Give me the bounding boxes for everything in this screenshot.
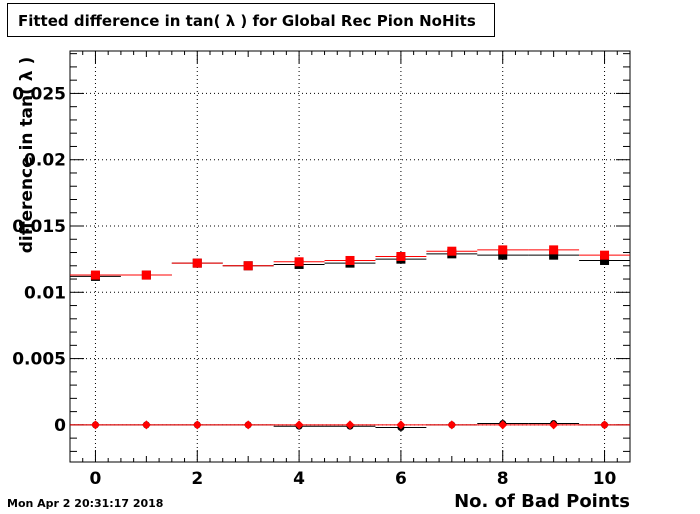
axis-ticks (69, 51, 631, 462)
data-point (396, 420, 406, 430)
chart-title-box: Fitted difference in tan( λ ) for Global… (7, 3, 495, 37)
data-point (294, 420, 304, 430)
series-1 (70, 245, 630, 280)
x-tick-label: 4 (293, 469, 305, 489)
x-tick-label: 10 (593, 469, 617, 489)
data-point (549, 250, 559, 260)
data-point (141, 420, 151, 430)
data-point (498, 250, 508, 260)
timestamp: Mon Apr 2 20:31:17 2018 (7, 497, 164, 510)
y-tick-label: 0.01 (24, 283, 66, 303)
y-tick-label: 0.02 (24, 151, 66, 171)
x-tick-label: 8 (497, 469, 509, 489)
x-tick-label: 6 (395, 469, 407, 489)
data-point (549, 420, 559, 430)
y-tick-label: 0.025 (12, 84, 66, 104)
x-tick-label: 2 (191, 469, 203, 489)
data-point (600, 250, 610, 260)
y-tick-label: 0 (54, 416, 66, 436)
data-point (600, 420, 610, 430)
y-tick-label: 0.005 (12, 350, 66, 370)
x-tick-label: 0 (90, 469, 102, 489)
data-point (396, 252, 406, 261)
tick-labels: 0 2 4 6 8 10 0 0.005 0.01 0.015 0.02 0.025 (12, 84, 616, 489)
data-point (141, 270, 151, 280)
data-point (447, 420, 457, 430)
chart-title: Fitted difference in tan( λ ) for Global… (18, 12, 476, 30)
data-point (600, 255, 610, 265)
y-axis-title: difference in tan( λ ) (17, 56, 37, 254)
series-3 (70, 420, 630, 430)
data-point (192, 258, 202, 268)
data-point (498, 420, 508, 430)
data-point (90, 420, 100, 430)
series-0 (70, 249, 630, 281)
data-point (243, 420, 253, 430)
data-point (498, 245, 508, 255)
data-series (70, 245, 630, 432)
x-axis-title: No. of Bad Points (454, 491, 630, 512)
data-point (345, 420, 355, 430)
data-point (192, 420, 202, 430)
data-point (90, 270, 100, 280)
data-point (549, 245, 559, 255)
data-point (294, 257, 304, 267)
data-point (447, 246, 457, 256)
data-point (243, 261, 253, 271)
data-point (345, 255, 355, 265)
y-tick-label: 0.015 (12, 217, 66, 237)
